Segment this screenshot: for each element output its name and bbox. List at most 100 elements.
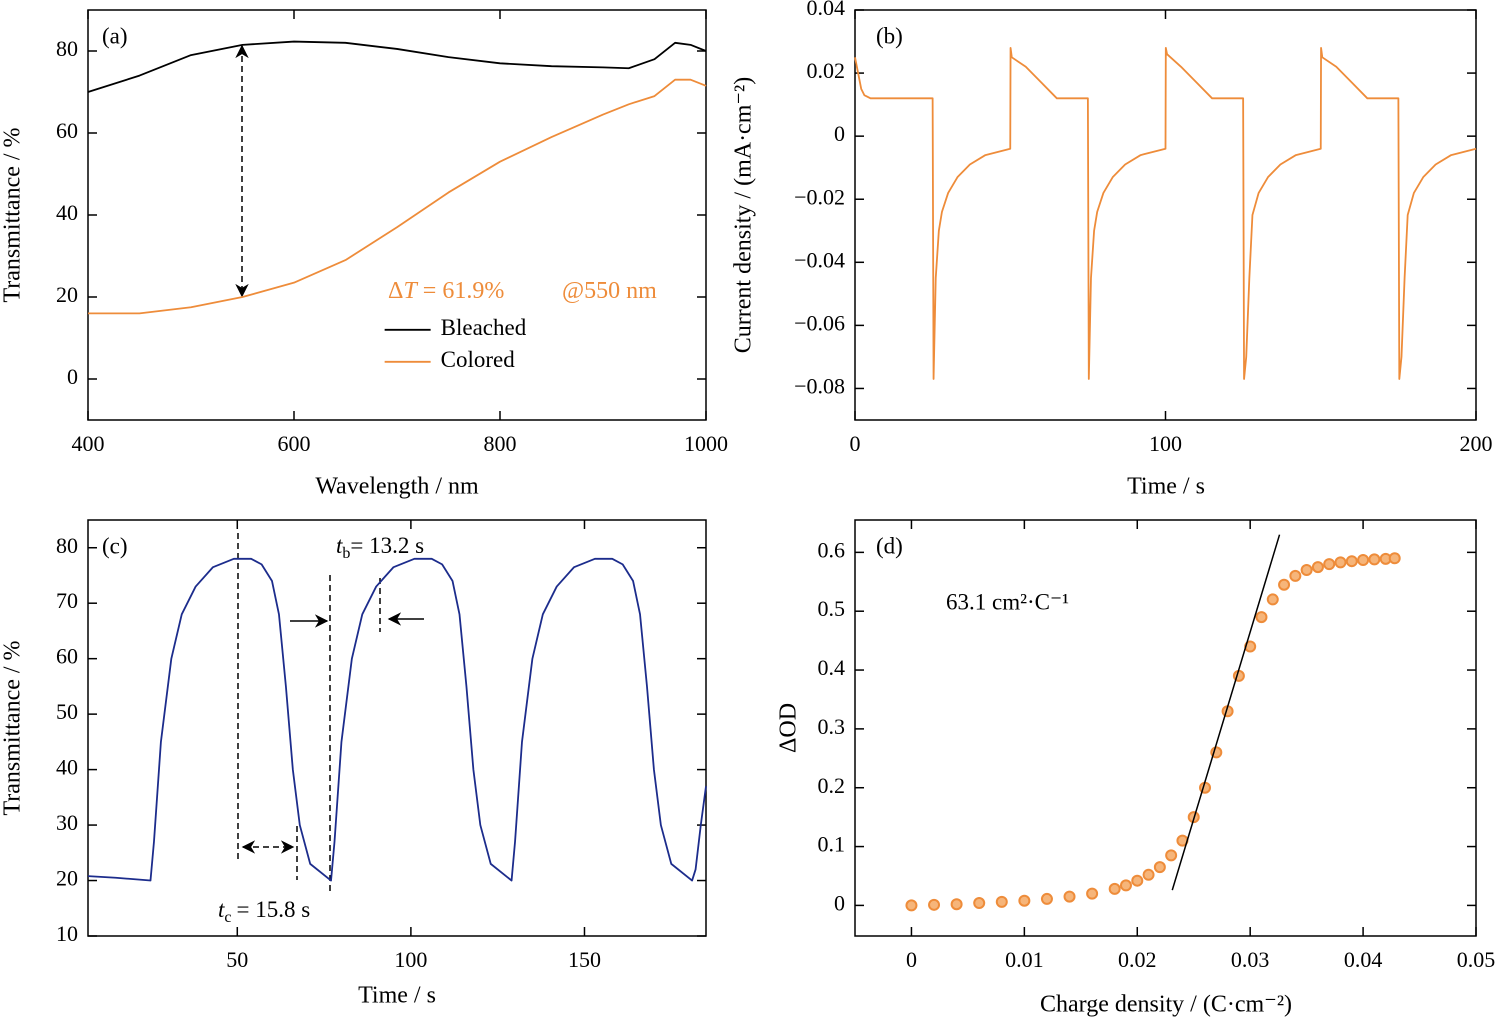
data-point <box>1345 555 1358 568</box>
annotation: tb= 13.2 s <box>336 533 424 561</box>
series-line <box>87 557 707 882</box>
series-line <box>88 78 707 315</box>
data-point <box>950 898 963 911</box>
x-tick-label: 0.02 <box>1118 947 1157 972</box>
x-axis-title: Time / s <box>358 983 436 1009</box>
data-point <box>1142 868 1155 881</box>
data-point <box>1334 556 1347 569</box>
x-tick-label: 600 <box>278 431 311 456</box>
annotation-text: b <box>342 545 350 562</box>
x-tick-label: 0 <box>850 431 861 456</box>
y-tick-label: 20 <box>56 282 78 307</box>
x-tick-label: 150 <box>568 947 601 972</box>
y-tick-label: 0.5 <box>818 596 846 621</box>
data-point <box>1311 561 1324 574</box>
x-tick-label: 1000 <box>684 431 728 456</box>
x-axis-title: Wavelength / nm <box>315 474 479 500</box>
data-point <box>1289 569 1302 582</box>
x-tick-label: 800 <box>484 431 517 456</box>
plot-frame <box>87 9 707 421</box>
y-axis-title: Transmittance / % <box>0 640 26 815</box>
annotation-text: Δ <box>388 278 403 304</box>
data-point <box>995 895 1008 908</box>
annotation-text: = 13.2 s <box>350 533 424 558</box>
y-tick-label: 80 <box>56 533 78 558</box>
data-point <box>928 898 941 911</box>
x-tick-label: 400 <box>72 431 105 456</box>
legend-label: Bleached <box>441 315 527 340</box>
panel-label: (d) <box>876 533 903 558</box>
y-tick-label: 0.1 <box>818 832 846 857</box>
y-tick-label: 0.4 <box>818 655 846 680</box>
y-tick-label: 0.02 <box>807 58 846 83</box>
data-point <box>1300 564 1313 577</box>
x-tick-label: 200 <box>1460 431 1493 456</box>
y-tick-label: 40 <box>56 755 78 780</box>
data-point <box>1153 861 1166 874</box>
plot-frame <box>87 519 707 937</box>
y-tick-label: 0 <box>834 890 845 915</box>
annotation-text: = 15.8 s <box>237 897 311 922</box>
y-tick-label: 0.3 <box>818 714 846 739</box>
y-tick-label: 20 <box>56 866 78 891</box>
x-axis-title: Time / s <box>1127 474 1205 500</box>
data-point <box>905 899 918 912</box>
annotation-text: T <box>403 278 418 304</box>
data-point <box>1323 558 1336 571</box>
data-point <box>1131 874 1144 887</box>
data-point <box>1040 892 1053 905</box>
y-tick-label: 40 <box>56 200 78 225</box>
data-point <box>1086 887 1099 900</box>
annotation: ΔT = 61.9% @550 nm <box>388 278 657 304</box>
y-tick-label: 30 <box>56 810 78 835</box>
annotation-text: t <box>218 897 225 922</box>
y-axis-title: Transmittance / % <box>0 127 26 302</box>
data-point <box>1266 593 1279 606</box>
x-tick-label: 0.04 <box>1344 947 1383 972</box>
data-point <box>1063 890 1076 903</box>
data-point <box>973 897 986 910</box>
y-tick-label: 0.6 <box>818 537 846 562</box>
x-tick-label: 0.01 <box>1005 947 1044 972</box>
data-point <box>1018 894 1031 907</box>
y-axis-title: ΔOD <box>776 703 802 753</box>
y-tick-label: −0.08 <box>794 374 845 399</box>
x-tick-label: 0.05 <box>1457 947 1496 972</box>
annotation-text: c <box>224 909 231 926</box>
x-tick-label: 100 <box>1149 431 1182 456</box>
x-tick-label: 0.03 <box>1231 947 1270 972</box>
y-tick-label: −0.06 <box>794 310 845 335</box>
fit-line <box>1171 534 1281 891</box>
data-point <box>1165 849 1178 862</box>
data-point <box>1119 879 1132 892</box>
data-point <box>1388 552 1401 565</box>
y-tick-label: 10 <box>56 921 78 946</box>
annotation-text: = 61.9% <box>423 278 505 304</box>
data-point <box>1278 578 1291 591</box>
series-line <box>87 40 707 93</box>
annotation-text: @550 nm <box>562 278 657 304</box>
y-tick-label: 80 <box>56 36 78 61</box>
annotation-text: t <box>336 533 343 558</box>
y-axis-title: Current density / (mA·cm⁻²) <box>731 77 757 353</box>
x-tick-label: 100 <box>394 947 427 972</box>
y-tick-label: 0.04 <box>807 0 846 20</box>
plot-frame <box>854 519 1477 937</box>
y-tick-label: 60 <box>56 118 78 143</box>
data-point <box>1357 554 1370 567</box>
annotation: tc = 15.8 s <box>218 897 310 925</box>
y-tick-label: 0 <box>67 364 78 389</box>
y-tick-label: 60 <box>56 644 78 669</box>
panel-label: (b) <box>876 23 903 48</box>
y-tick-label: 0 <box>834 121 845 146</box>
y-tick-label: 70 <box>56 588 78 613</box>
annotation: 63.1 cm²·C⁻¹ <box>946 589 1069 614</box>
x-tick-label: 0 <box>906 947 917 972</box>
panel-label: (a) <box>102 23 128 48</box>
data-point <box>1108 882 1121 895</box>
x-tick-label: 50 <box>226 947 248 972</box>
y-tick-label: −0.02 <box>794 184 845 209</box>
data-point <box>1255 611 1268 624</box>
x-axis-title: Charge density / (C·cm⁻²) <box>1040 992 1292 1018</box>
